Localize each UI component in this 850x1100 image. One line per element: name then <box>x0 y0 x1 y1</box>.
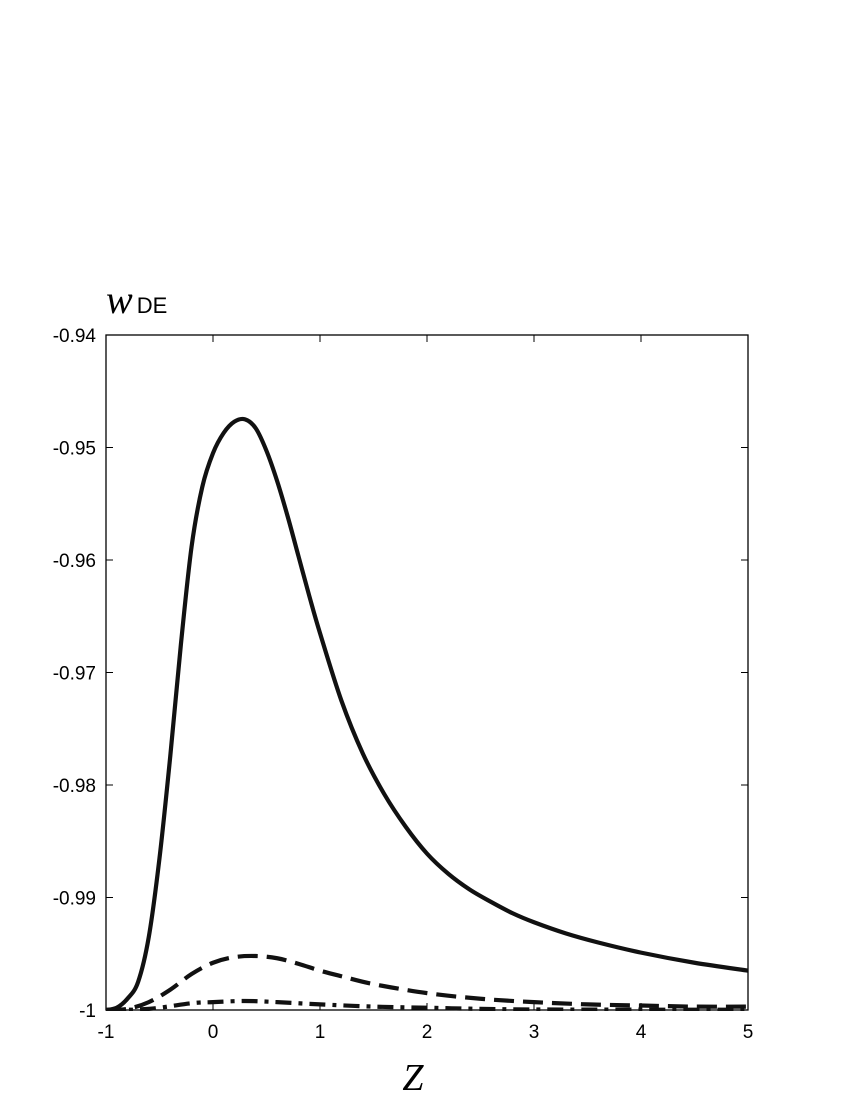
y-tick-label: -0.96 <box>53 551 96 572</box>
y-axis-label: w DE <box>106 277 167 322</box>
y-axis-label-main: w <box>106 277 133 322</box>
ticks: -1 0 1 2 3 4 5 -0.94 -0.95 -0.96 -0.97 -0.98 -0.99 -1 <box>53 326 754 1043</box>
x-tick-label: 1 <box>315 1022 326 1043</box>
x-tick-label: 4 <box>636 1022 647 1043</box>
y-tick-label: -0.99 <box>53 889 96 910</box>
x-tick-label: 5 <box>743 1022 754 1043</box>
series-group <box>106 416 748 1011</box>
x-tick-label: 2 <box>422 1022 433 1043</box>
x-tick-label: 0 <box>208 1022 219 1043</box>
x-axis-label: Z <box>402 1057 424 1099</box>
y-tick-label: -0.95 <box>53 439 96 460</box>
series-line-dashed <box>106 953 748 1011</box>
y-tick-label: -1 <box>79 1001 96 1022</box>
y-tick-label: -0.97 <box>53 664 96 685</box>
series-line-dashdot <box>106 998 748 1011</box>
x-tick-label: 3 <box>529 1022 540 1043</box>
y-tick-label: -0.98 <box>53 776 96 797</box>
x-tick-label: -1 <box>98 1022 115 1043</box>
plot-frame <box>105 334 749 1011</box>
series-line-solid <box>106 416 748 1011</box>
y-axis-label-sub: DE <box>137 293 168 318</box>
y-tick-label: -0.94 <box>53 326 97 347</box>
